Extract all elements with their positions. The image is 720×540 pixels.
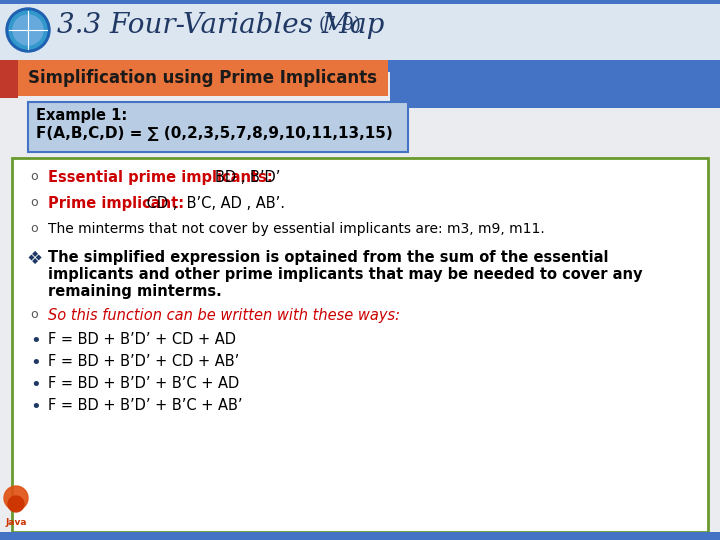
- Text: Essential prime implicants:: Essential prime implicants:: [48, 170, 273, 185]
- Text: Example 1:: Example 1:: [36, 108, 127, 123]
- Circle shape: [4, 486, 28, 510]
- Text: ❖: ❖: [26, 250, 42, 268]
- Circle shape: [6, 8, 50, 52]
- Text: The simplified expression is optained from the sum of the essential: The simplified expression is optained fr…: [48, 250, 608, 265]
- Text: •: •: [30, 376, 41, 394]
- Bar: [28, 102, 408, 152]
- Text: (7-9): (7-9): [319, 16, 362, 34]
- Text: Java: Java: [5, 518, 27, 527]
- Circle shape: [8, 496, 24, 512]
- Bar: [390, 60, 720, 108]
- Text: 3.3 Four-Variables Map: 3.3 Four-Variables Map: [57, 12, 384, 39]
- Text: o: o: [30, 308, 37, 321]
- Circle shape: [9, 11, 47, 49]
- Text: So this function can be written with these ways:: So this function can be written with the…: [48, 308, 400, 323]
- Text: remaining minterms.: remaining minterms.: [48, 284, 222, 299]
- Bar: [0, 60, 720, 72]
- Text: F = BD + B’D’ + B’C + AD: F = BD + B’D’ + B’C + AD: [48, 376, 239, 391]
- Text: F = BD + B’D’ + B’C + AB’: F = BD + B’D’ + B’C + AB’: [48, 398, 243, 413]
- Text: BD , B’D’: BD , B’D’: [215, 170, 281, 185]
- Text: •: •: [30, 398, 41, 416]
- Bar: [0, 0, 720, 60]
- Text: •: •: [30, 332, 41, 350]
- Bar: [0, 532, 720, 540]
- Text: F = BD + B’D’ + CD + AB’: F = BD + B’D’ + CD + AB’: [48, 354, 239, 369]
- Circle shape: [13, 15, 43, 45]
- Bar: [18, 60, 388, 96]
- Bar: [0, 60, 18, 98]
- Text: Prime implicant:: Prime implicant:: [48, 196, 184, 211]
- Text: o: o: [30, 170, 37, 183]
- Text: implicants and other prime implicants that may be needed to cover any: implicants and other prime implicants th…: [48, 267, 642, 282]
- Text: Simplification using Prime Implicants: Simplification using Prime Implicants: [28, 69, 377, 87]
- Text: F = BD + B’D’ + CD + AD: F = BD + B’D’ + CD + AD: [48, 332, 236, 347]
- Text: o: o: [30, 196, 37, 209]
- Bar: [0, 0, 720, 4]
- Text: o: o: [30, 222, 37, 235]
- Text: F(A,B,C,D) = ∑ (0,2,3,5,7,8,9,10,11,13,15): F(A,B,C,D) = ∑ (0,2,3,5,7,8,9,10,11,13,1…: [36, 125, 392, 140]
- Text: •: •: [30, 354, 41, 372]
- Text: CD ,  B’C, AD , AB’.: CD , B’C, AD , AB’.: [142, 196, 284, 211]
- Text: The minterms that not cover by essential implicants are: m3, m9, m11.: The minterms that not cover by essential…: [48, 222, 545, 236]
- Bar: [12, 158, 708, 532]
